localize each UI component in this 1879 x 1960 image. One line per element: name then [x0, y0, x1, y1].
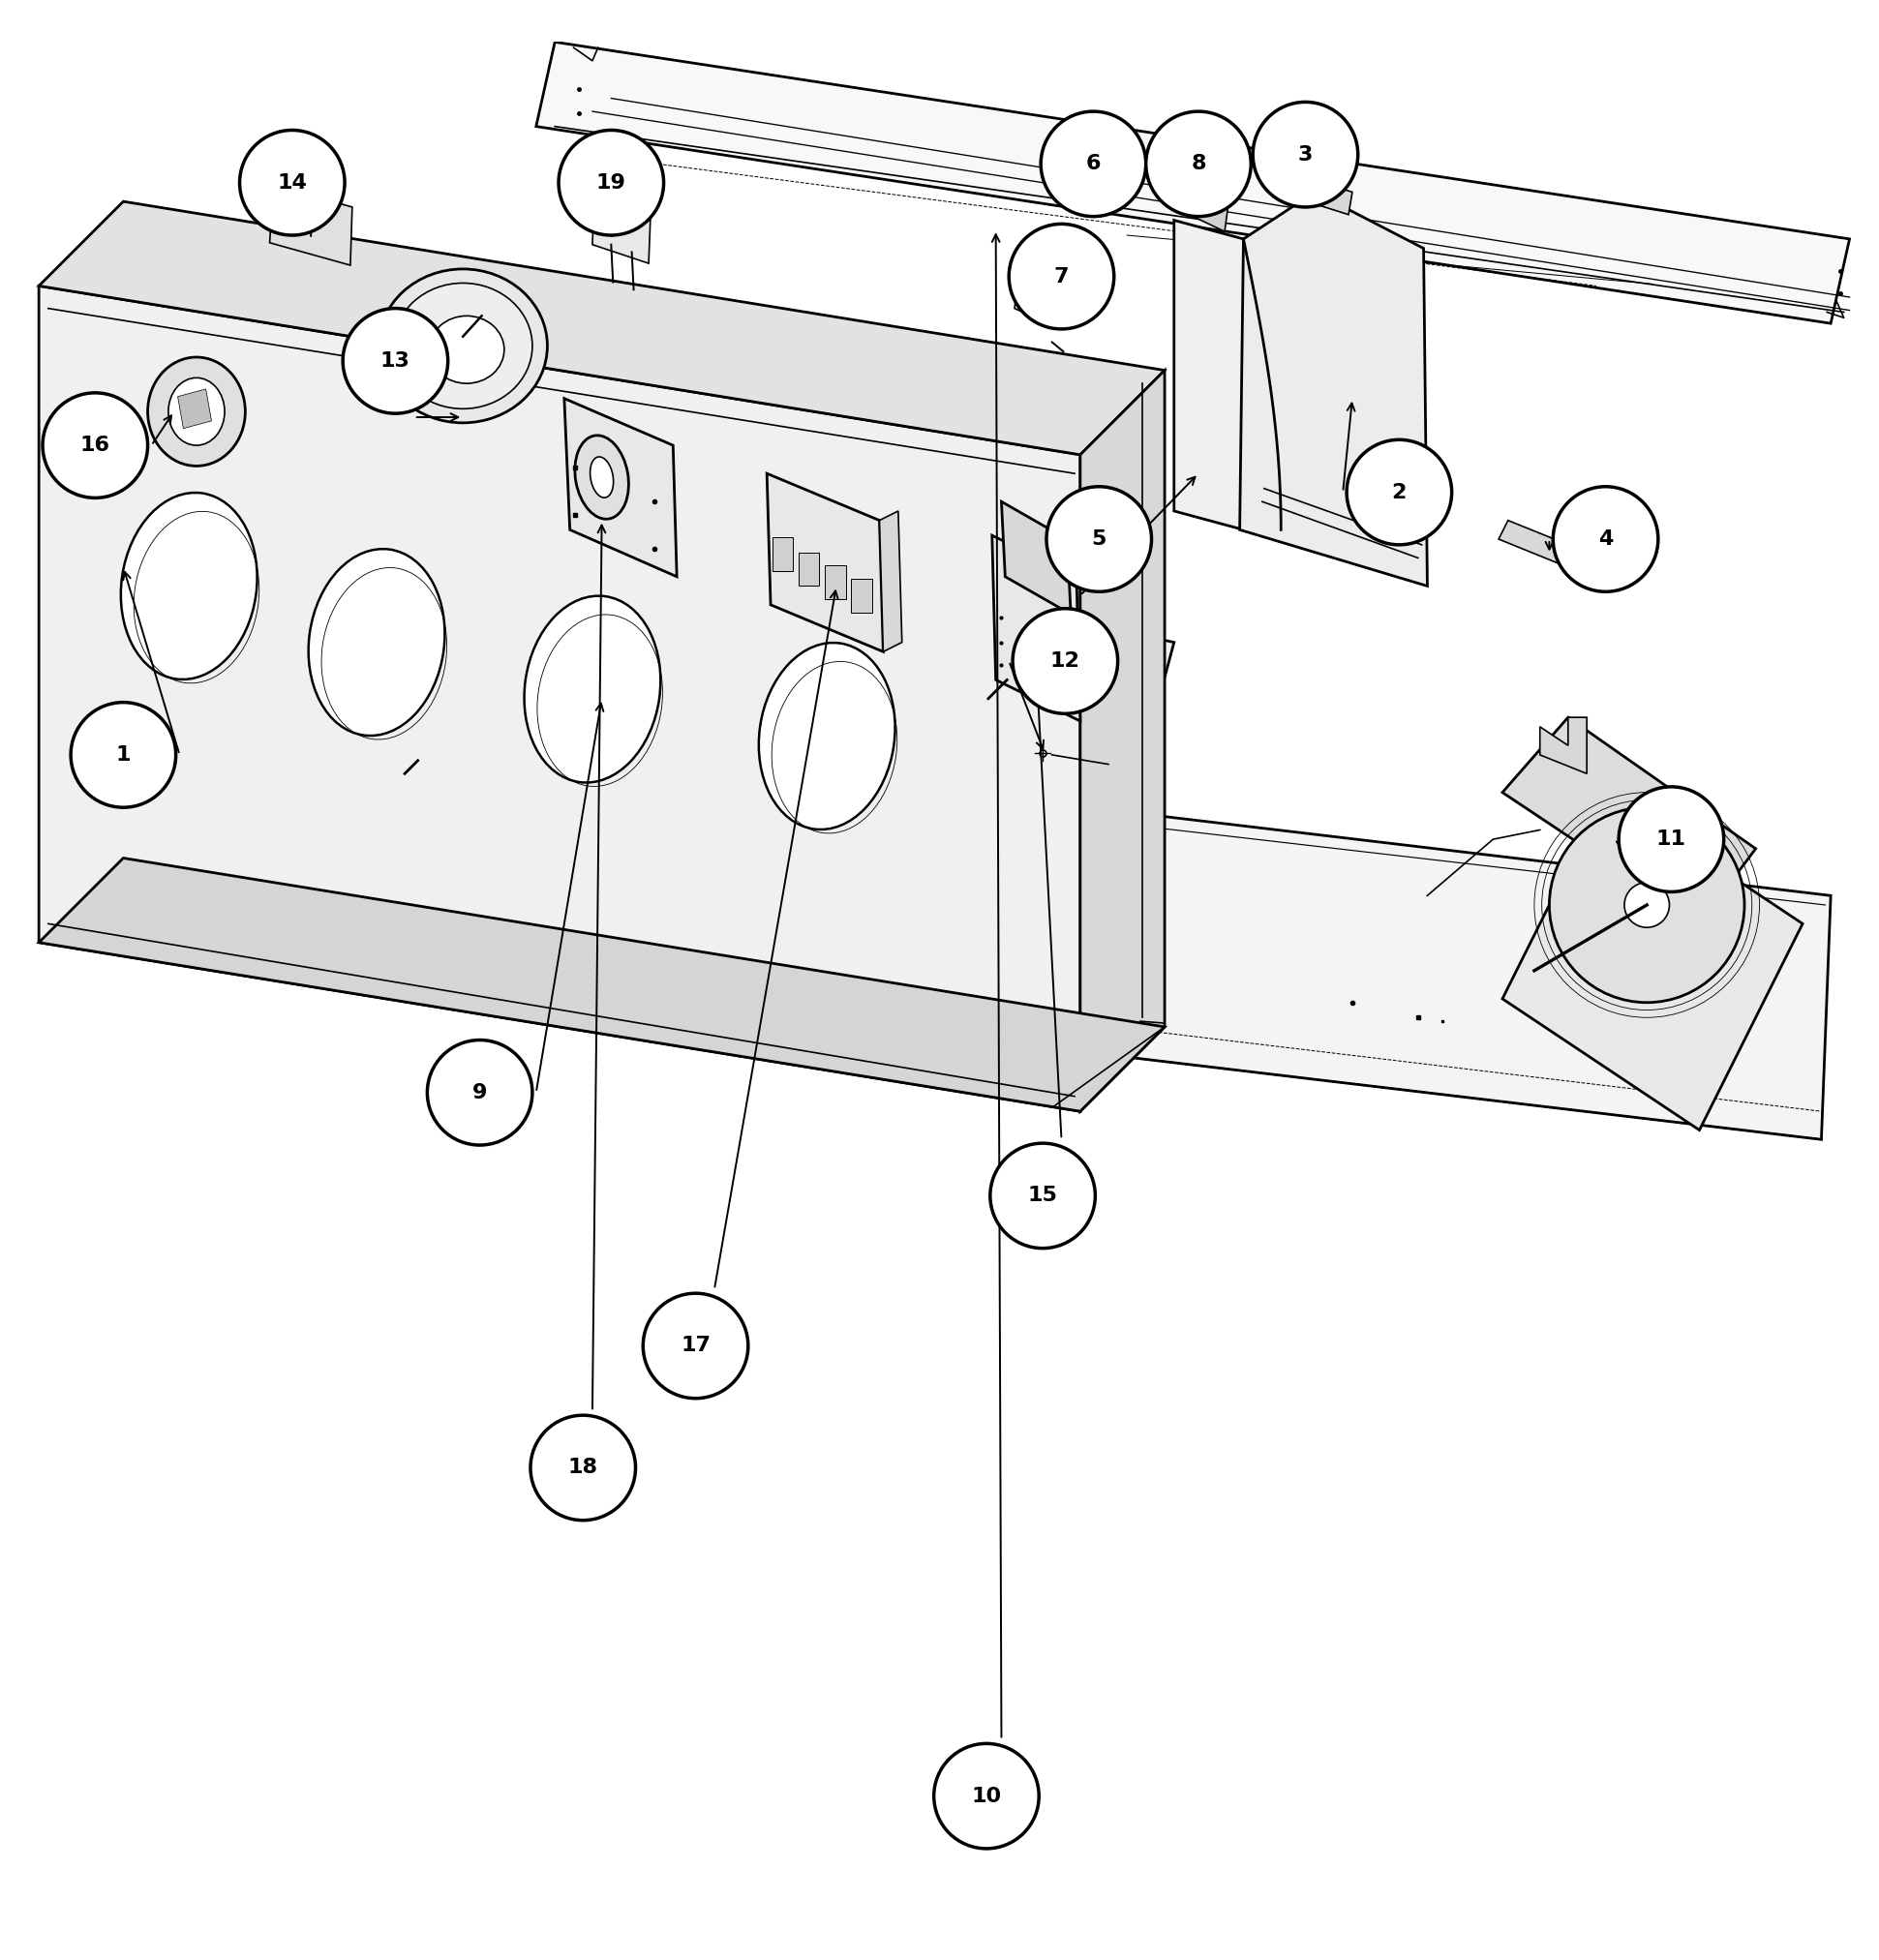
Circle shape: [558, 129, 663, 235]
Polygon shape: [1278, 171, 1353, 214]
Circle shape: [241, 129, 344, 235]
Text: 11: 11: [1655, 829, 1685, 849]
Circle shape: [71, 702, 177, 808]
FancyBboxPatch shape: [851, 578, 872, 612]
Circle shape: [1013, 608, 1118, 713]
Ellipse shape: [308, 549, 445, 735]
Polygon shape: [271, 184, 351, 265]
Polygon shape: [1240, 192, 1428, 586]
Circle shape: [1554, 486, 1657, 592]
Circle shape: [1347, 439, 1452, 545]
Ellipse shape: [524, 596, 661, 782]
Polygon shape: [1002, 502, 1071, 613]
Text: 17: 17: [680, 1337, 710, 1356]
FancyBboxPatch shape: [825, 564, 846, 600]
Text: 7: 7: [1054, 267, 1069, 286]
Polygon shape: [592, 196, 650, 263]
Ellipse shape: [575, 435, 629, 519]
Polygon shape: [39, 858, 1165, 1111]
Circle shape: [342, 308, 447, 414]
Polygon shape: [404, 492, 1174, 923]
Ellipse shape: [120, 492, 257, 680]
Polygon shape: [536, 41, 1849, 323]
Ellipse shape: [428, 316, 504, 384]
Text: 2: 2: [1392, 482, 1407, 502]
Circle shape: [1047, 486, 1152, 592]
Circle shape: [427, 1041, 532, 1145]
Text: 15: 15: [1028, 1186, 1058, 1205]
Ellipse shape: [378, 269, 547, 423]
Polygon shape: [39, 202, 1165, 455]
Polygon shape: [992, 535, 1080, 721]
Text: 3: 3: [1298, 145, 1313, 165]
Polygon shape: [1499, 519, 1578, 566]
Polygon shape: [1503, 792, 1802, 1131]
Polygon shape: [1503, 717, 1755, 923]
Text: 9: 9: [472, 1082, 487, 1102]
Text: 18: 18: [567, 1458, 598, 1478]
Ellipse shape: [759, 643, 894, 829]
Polygon shape: [592, 176, 658, 214]
Text: 14: 14: [278, 172, 306, 192]
Ellipse shape: [148, 357, 246, 466]
FancyBboxPatch shape: [799, 553, 819, 586]
Polygon shape: [1080, 370, 1165, 1111]
Circle shape: [1623, 882, 1669, 927]
Ellipse shape: [280, 188, 331, 221]
Polygon shape: [767, 474, 883, 651]
Polygon shape: [564, 398, 676, 576]
Text: 10: 10: [971, 1786, 1002, 1805]
Text: 12: 12: [1050, 651, 1080, 670]
Text: 19: 19: [596, 172, 626, 192]
Text: 4: 4: [1599, 529, 1612, 549]
Text: 13: 13: [380, 351, 410, 370]
Text: 1: 1: [116, 745, 132, 764]
Text: 16: 16: [81, 435, 111, 455]
Circle shape: [1041, 112, 1146, 216]
Text: 6: 6: [1086, 155, 1101, 174]
Circle shape: [1618, 786, 1723, 892]
Polygon shape: [162, 698, 1830, 1139]
Circle shape: [530, 1415, 635, 1521]
Circle shape: [1253, 102, 1359, 208]
Circle shape: [934, 1744, 1039, 1848]
Polygon shape: [1541, 717, 1588, 774]
Text: 8: 8: [1191, 155, 1206, 174]
Ellipse shape: [393, 282, 532, 410]
Polygon shape: [179, 388, 212, 429]
Circle shape: [643, 1294, 748, 1397]
Circle shape: [1009, 223, 1114, 329]
Circle shape: [990, 1143, 1095, 1249]
Polygon shape: [1189, 186, 1229, 231]
Ellipse shape: [169, 378, 225, 445]
Text: 5: 5: [1092, 529, 1107, 549]
Ellipse shape: [590, 457, 613, 498]
Circle shape: [43, 392, 148, 498]
Polygon shape: [1174, 220, 1244, 529]
FancyBboxPatch shape: [772, 537, 793, 570]
Polygon shape: [879, 512, 902, 651]
Circle shape: [1550, 808, 1744, 1002]
Circle shape: [1146, 112, 1251, 216]
Polygon shape: [39, 286, 1080, 1111]
Polygon shape: [1015, 263, 1062, 327]
